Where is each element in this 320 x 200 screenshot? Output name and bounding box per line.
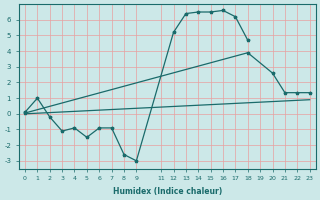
X-axis label: Humidex (Indice chaleur): Humidex (Indice chaleur) (113, 187, 222, 196)
